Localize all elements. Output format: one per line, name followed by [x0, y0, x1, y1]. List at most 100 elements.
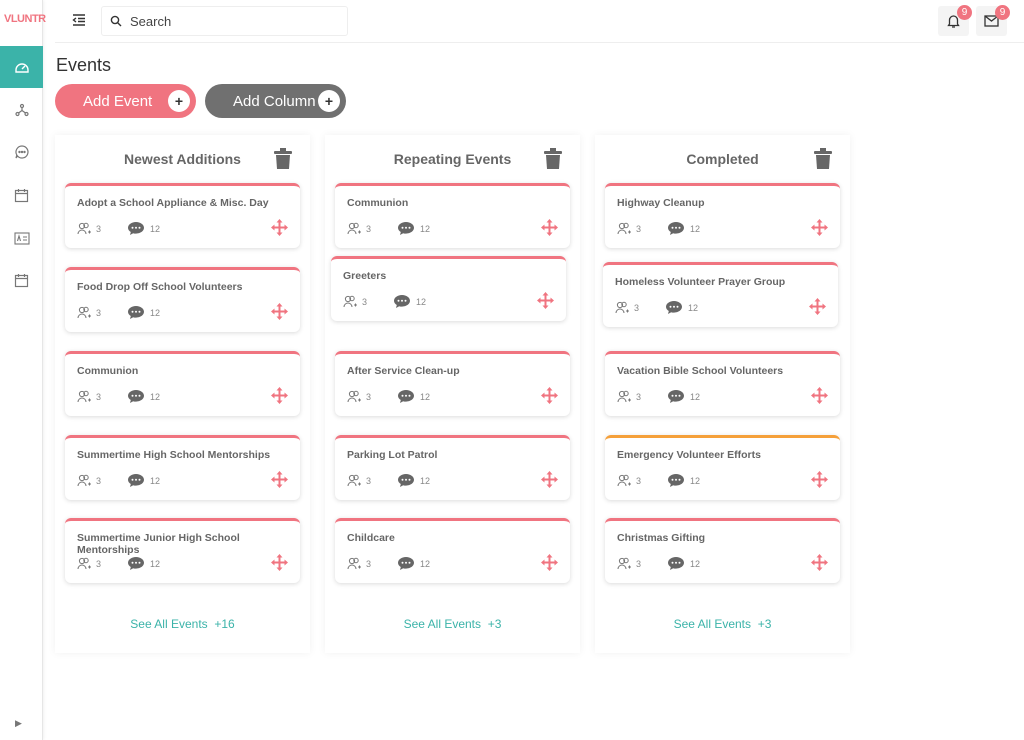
trash-icon[interactable]	[544, 148, 562, 169]
event-card[interactable]: Homeless Volunteer Prayer Group 3 12	[603, 262, 838, 327]
search-input[interactable]: Search	[101, 6, 348, 36]
plus-icon: +	[168, 90, 190, 112]
drag-handle[interactable]	[541, 387, 558, 409]
comment-count: 12	[690, 223, 701, 234]
event-name: Food Drop Off School Volunteers	[77, 281, 243, 293]
move-icon[interactable]	[271, 471, 288, 488]
event-card[interactable]: Food Drop Off School Volunteers 3 12	[65, 267, 300, 332]
drag-handle[interactable]	[811, 387, 828, 409]
move-icon[interactable]	[271, 219, 288, 236]
drag-handle[interactable]	[811, 554, 828, 576]
event-card[interactable]: Vacation Bible School Volunteers 3 12	[605, 351, 840, 416]
comments-icon	[128, 390, 145, 403]
search-placeholder: Search	[130, 13, 172, 29]
drag-handle[interactable]	[537, 292, 554, 314]
event-card[interactable]: Highway Cleanup 3 12	[605, 183, 840, 248]
event-name: Emergency Volunteer Efforts	[617, 449, 761, 461]
event-card[interactable]: Communion 3 12	[65, 351, 300, 416]
move-icon[interactable]	[811, 219, 828, 236]
move-icon[interactable]	[809, 298, 826, 315]
messages-button[interactable]: 9	[976, 5, 1010, 36]
volunteers-icon	[617, 390, 631, 403]
drag-handle[interactable]	[541, 554, 558, 576]
event-card[interactable]: Summertime High School Mentorships 3 12	[65, 435, 300, 500]
comments-icon	[128, 557, 145, 570]
comments-icon	[398, 222, 415, 235]
sidebar-item-network[interactable]	[0, 89, 43, 131]
drag-handle[interactable]	[271, 554, 288, 576]
event-card[interactable]: Adopt a School Appliance & Misc. Day 3 12	[65, 183, 300, 248]
event-name: Vacation Bible School Volunteers	[617, 365, 784, 377]
move-icon[interactable]	[541, 471, 558, 488]
volunteers-icon	[347, 222, 361, 235]
see-all-events-link[interactable]: See All Events +3	[595, 617, 850, 631]
see-all-events-link[interactable]: See All Events +16	[55, 617, 310, 631]
calendar-icon	[14, 188, 29, 202]
move-icon[interactable]	[271, 554, 288, 571]
event-card[interactable]: Greeters 3 12	[331, 256, 566, 321]
volunteer-count: 3	[96, 223, 102, 234]
move-icon[interactable]	[541, 219, 558, 236]
volunteer-count: 3	[636, 223, 642, 234]
drag-handle[interactable]	[271, 387, 288, 409]
more-count[interactable]: +3	[487, 617, 502, 631]
trash-icon[interactable]	[814, 148, 832, 169]
event-card[interactable]: After Service Clean-up 3 12	[335, 351, 570, 416]
page-title: Events	[56, 55, 112, 75]
event-card[interactable]: Childcare 3 12	[335, 518, 570, 583]
add-event-button[interactable]: Add Event +	[55, 84, 196, 118]
sidebar-item-calendar[interactable]	[0, 174, 43, 216]
drag-handle[interactable]	[271, 303, 288, 325]
sidebar-item-dashboard[interactable]	[0, 46, 43, 88]
move-icon[interactable]	[271, 303, 288, 320]
see-all-label[interactable]: See All Events	[673, 617, 752, 631]
expand-sidebar-icon[interactable]: ▶	[15, 718, 22, 728]
see-all-events-link[interactable]: See All Events +3	[325, 617, 580, 631]
drag-handle[interactable]	[541, 219, 558, 241]
drag-handle[interactable]	[811, 471, 828, 493]
comments-icon	[398, 474, 415, 487]
drag-handle[interactable]	[811, 219, 828, 241]
move-icon[interactable]	[541, 554, 558, 571]
drag-handle[interactable]	[271, 219, 288, 241]
more-count[interactable]: +16	[214, 617, 235, 631]
event-name: Adopt a School Appliance & Misc. Day	[77, 197, 269, 209]
plus-icon: +	[318, 90, 340, 112]
move-icon[interactable]	[541, 387, 558, 404]
trash-icon[interactable]	[274, 148, 292, 169]
collapse-menu-icon[interactable]	[71, 12, 87, 28]
event-card[interactable]: Summertime Junior High School Mentorship…	[65, 518, 300, 583]
move-icon[interactable]	[811, 554, 828, 571]
drag-handle[interactable]	[271, 471, 288, 493]
see-all-label[interactable]: See All Events	[130, 617, 208, 631]
move-icon[interactable]	[811, 387, 828, 404]
network-icon	[14, 103, 29, 117]
event-name: Highway Cleanup	[617, 197, 705, 209]
volunteer-count: 3	[634, 302, 640, 313]
delete-column-button[interactable]	[544, 148, 562, 174]
move-icon[interactable]	[271, 387, 288, 404]
comments-icon	[128, 222, 145, 235]
event-card[interactable]: Communion 3 12	[335, 183, 570, 248]
volunteers-icon	[77, 557, 91, 570]
delete-column-button[interactable]	[274, 148, 292, 174]
volunteers-icon	[343, 295, 357, 308]
volunteers-icon	[77, 306, 91, 319]
sidebar-item-contacts[interactable]	[0, 217, 43, 259]
add-column-button[interactable]: Add Column +	[205, 84, 346, 118]
see-all-label[interactable]: See All Events	[403, 617, 482, 631]
more-count[interactable]: +3	[757, 617, 772, 631]
move-icon[interactable]	[811, 471, 828, 488]
notifications-button[interactable]: 9	[938, 5, 972, 36]
search-icon	[110, 15, 122, 27]
event-card[interactable]: Christmas Gifting 3 12	[605, 518, 840, 583]
delete-column-button[interactable]	[814, 148, 832, 174]
move-icon[interactable]	[537, 292, 554, 309]
comment-count: 12	[690, 558, 701, 569]
sidebar-item-messages[interactable]	[0, 131, 43, 173]
drag-handle[interactable]	[809, 298, 826, 320]
event-card[interactable]: Emergency Volunteer Efforts 3 12	[605, 435, 840, 500]
sidebar-item-schedule[interactable]	[0, 259, 43, 301]
drag-handle[interactable]	[541, 471, 558, 493]
event-card[interactable]: Parking Lot Patrol 3 12	[335, 435, 570, 500]
